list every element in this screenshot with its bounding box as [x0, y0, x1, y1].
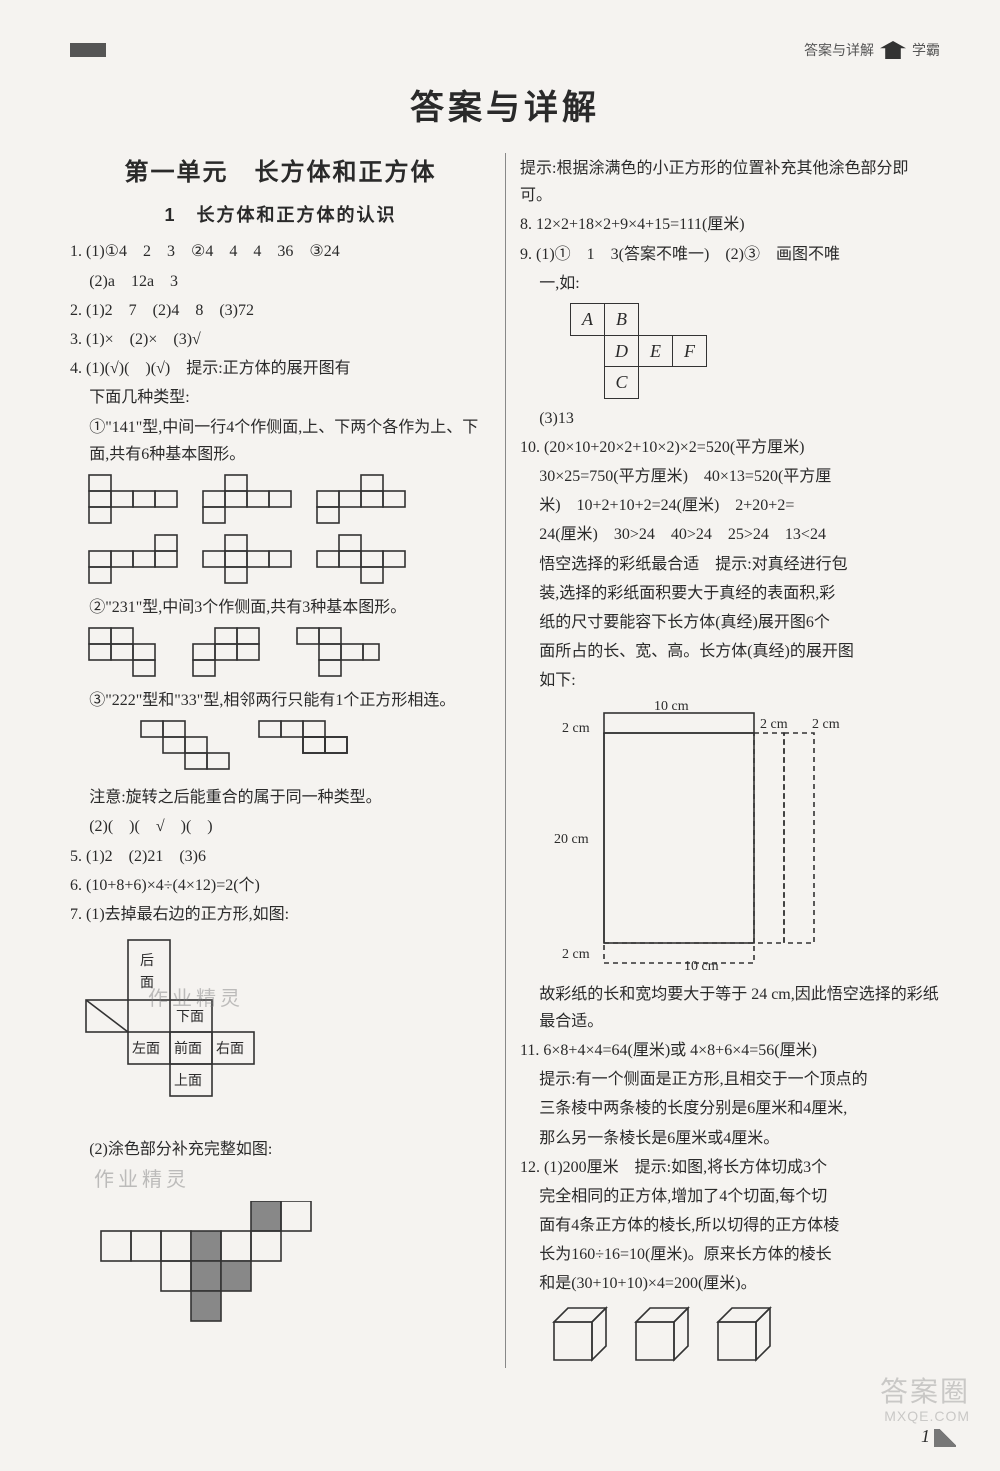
q3: 3. (1)× (2)× (3)√ — [70, 326, 491, 353]
q2: 2. (1)2 7 (2)4 8 (3)72 — [70, 297, 491, 324]
dim-10bot: 10 cm — [684, 955, 719, 979]
q12-l5: 和是(30+10+10)×4=200(厘米)。 — [520, 1270, 940, 1297]
q5: 5. (1)2 (2)21 (3)6 — [70, 843, 491, 870]
q12-l1: 12. (1)200厘米 提示:如图,将长方体切成3个 — [520, 1154, 940, 1181]
watermark-main: 答案圈 — [880, 1375, 970, 1409]
dim-2b: 2 cm — [812, 713, 840, 737]
ghost-text-1: 作业精灵 — [148, 982, 244, 1016]
q10-l4: 24(厘米) 30>24 40>24 25>24 13<24 — [520, 521, 940, 548]
q11-l4: 那么另一条棱长是6厘米或4厘米。 — [520, 1125, 940, 1152]
q10-l8: 面所占的长、宽、高。长方体(真经)的展开图 — [520, 638, 940, 665]
q11-l1: 11. 6×8+4×4=64(厘米)或 4×8+6×4=56(厘米) — [520, 1037, 940, 1064]
dim-2a: 2 cm — [760, 713, 788, 737]
q10-l1: 10. (20×10+20×2+10×2)×2=520(平方厘米) — [520, 434, 940, 461]
q12-l2: 完全相同的正方体,增加了4个切面,每个切 — [520, 1183, 940, 1210]
dim-20: 20 cm — [554, 828, 589, 852]
label-hou: 后 — [140, 950, 154, 974]
pencil-icon — [934, 1429, 956, 1447]
fig-222-row — [140, 720, 491, 778]
label-qian: 前面 — [174, 1038, 202, 1062]
header-right-text: 答案与详解 — [804, 40, 874, 60]
unit-title: 第一单元 长方体和正方体 — [70, 153, 491, 194]
label-you: 右面 — [216, 1038, 244, 1062]
left-column: 第一单元 长方体和正方体 1 长方体和正方体的认识 1. (1)①4 2 3 ②… — [70, 153, 505, 1368]
note-rotate: 注意:旋转之后能重合的属于同一种类型。 — [70, 784, 491, 811]
q12-l4: 长为160÷16=10(厘米)。原来长方体的棱长 — [520, 1241, 940, 1268]
q10-l5: 悟空选择的彩纸最合适 提示:对真经进行包 — [520, 551, 940, 578]
q4-line1: 4. (1)(√)( )(√) 提示:正方体的展开图有 — [70, 355, 491, 382]
abc-grid: AB DEF C — [570, 303, 707, 399]
right-column: 提示:根据涂满色的小正方形的位置补充其他涂色部分即可。 8. 12×2+18×2… — [505, 153, 940, 1368]
q9-l1: 9. (1)① 1 3(答案不唯一) (2)③ 画图不唯 — [520, 241, 940, 268]
cell-E: E — [639, 335, 673, 367]
watermark: 答案圈 MXQE.COM — [880, 1375, 970, 1425]
q10-l9: 如下: — [520, 667, 940, 694]
fig-141-row1 — [88, 474, 491, 528]
cube-row — [544, 1304, 940, 1368]
q7-shaded-net-icon — [100, 1201, 360, 1331]
header-badge: 学霸 — [912, 40, 940, 60]
content-columns: 第一单元 长方体和正方体 1 长方体和正方体的认识 1. (1)①4 2 3 ②… — [70, 153, 940, 1368]
q7-net-figure: 后 面 下面 左面 前面 右面 上面 作业精灵 — [78, 932, 318, 1132]
cell-F: F — [673, 335, 707, 367]
cube-a-icon — [544, 1304, 614, 1368]
net-141-d-icon — [88, 534, 184, 588]
fig-231-row — [88, 627, 491, 681]
page-number: 1 — [921, 1426, 930, 1447]
q11-l3: 三条棱中两条棱的长度分别是6厘米和4厘米, — [520, 1095, 940, 1122]
net-141-c-icon — [316, 474, 412, 528]
q9-l2: 一,如: — [520, 270, 940, 297]
net-141-f-icon — [316, 534, 412, 588]
cube-c-icon — [708, 1304, 778, 1368]
header-left-mark — [70, 43, 106, 57]
q10-l6: 装,选择的彩纸面积要大于真经的表面积,彩 — [520, 580, 940, 607]
q6: 6. (10+8+6)×4÷(4×12)=2(个) — [70, 872, 491, 899]
cell-C: C — [605, 367, 639, 399]
cell-D: D — [605, 335, 639, 367]
net-141-e-icon — [202, 534, 298, 588]
q4-part2: (2)( )( √ )( ) — [70, 813, 491, 840]
dim-2left-bot: 2 cm — [562, 943, 590, 967]
net-231-a-icon — [88, 627, 174, 681]
q9-3: (3)13 — [520, 405, 940, 432]
q4-line2: 下面几种类型: — [70, 384, 491, 411]
dim-2left-top: 2 cm — [562, 717, 590, 741]
q11-l2: 提示:有一个侧面是正方形,且相交于一个顶点的 — [520, 1066, 940, 1093]
label-shang: 上面 — [174, 1070, 202, 1094]
q7-2: (2)涂色部分补充完整如图: — [70, 1136, 491, 1163]
net-33-icon — [258, 720, 354, 760]
sub-title: 1 长方体和正方体的认识 — [70, 200, 491, 231]
q12-l3: 面有4条正方体的棱长,所以切得的正方体棱 — [520, 1212, 940, 1239]
page-header: 答案与详解 学霸 — [70, 40, 940, 60]
q1-line1: 1. (1)①4 2 3 ②4 4 4 36 ③24 — [70, 238, 491, 265]
dim-10top: 10 cm — [654, 695, 689, 719]
grad-cap-icon — [880, 41, 906, 59]
q10-l7: 纸的尺寸要能容下长方体(真经)展开图6个 — [520, 609, 940, 636]
q1-line2: (2)a 12a 3 — [70, 268, 491, 295]
q7-1: 7. (1)去掉最右边的正方形,如图: — [70, 901, 491, 928]
unfold-diagram: 10 cm 2 cm 2 cm 2 cm 20 cm 2 cm 10 cm — [544, 703, 884, 973]
cell-B: B — [605, 303, 639, 335]
net-231-b-icon — [192, 627, 278, 681]
fig-141-row2 — [88, 534, 491, 588]
cell-A: A — [571, 303, 605, 335]
label-zuo: 左面 — [132, 1038, 160, 1062]
type-141: ①"141"型,中间一行4个作侧面,上、下两个各作为上、下面,共有6种基本图形。 — [70, 414, 491, 468]
q8: 8. 12×2+18×2+9×4+15=111(厘米) — [520, 211, 940, 238]
net-141-b-icon — [202, 474, 298, 528]
type-222: ③"222"型和"33"型,相邻两行只能有1个正方形相连。 — [70, 687, 491, 714]
page-title: 答案与详解 — [70, 80, 940, 129]
net-231-c-icon — [296, 627, 382, 681]
watermark-sub: MXQE.COM — [880, 1408, 970, 1425]
q10-tail: 故彩纸的长和宽均要大于等于 24 cm,因此悟空选择的彩纸最合适。 — [520, 981, 940, 1035]
net-141-a-icon — [88, 474, 184, 528]
net-222-icon — [140, 720, 240, 778]
q10-l2: 30×25=750(平方厘米) 40×13=520(平方厘 — [520, 463, 940, 490]
q10-l3: 米) 10+2+10+2=24(厘米) 2+20+2= — [520, 492, 940, 519]
cube-b-icon — [626, 1304, 696, 1368]
ghost-text-2: 作业精灵 — [70, 1163, 491, 1197]
rtip-top: 提示:根据涂满色的小正方形的位置补充其他涂色部分即可。 — [520, 155, 940, 209]
type-231: ②"231"型,中间3个作侧面,共有3种基本图形。 — [70, 594, 491, 621]
header-right: 答案与详解 学霸 — [804, 40, 940, 60]
